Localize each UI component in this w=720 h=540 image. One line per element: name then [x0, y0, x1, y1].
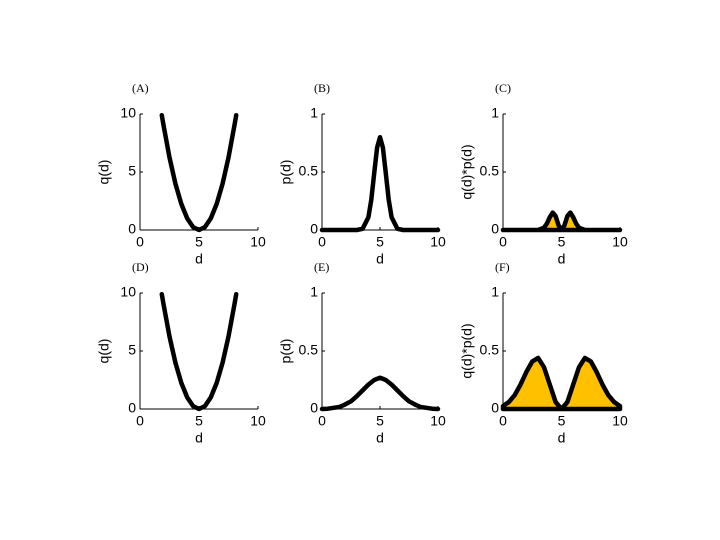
- panel-label: (E): [314, 260, 329, 274]
- y-tick-label: 1: [491, 105, 499, 121]
- curve: [319, 375, 441, 412]
- y-axis-label: q(d): [96, 339, 112, 364]
- x-tick-label: 0: [499, 234, 507, 250]
- y-tick-label: 0.5: [299, 163, 319, 179]
- y-tick-label: 1: [310, 284, 318, 300]
- x-axis-label: d: [376, 430, 384, 446]
- y-axis-label: p(d): [278, 339, 294, 364]
- x-tick-label: 0: [318, 413, 326, 429]
- x-tick-label: 10: [250, 234, 266, 250]
- y-tick-label: 0: [310, 221, 318, 237]
- x-tick-label: 5: [195, 234, 203, 250]
- x-tick-label: 5: [376, 234, 384, 250]
- y-tick-label: 0.5: [480, 342, 500, 358]
- panel-label: (B): [314, 81, 330, 95]
- x-tick-label: 0: [136, 413, 144, 429]
- y-axis-label: q(d)*p(d): [459, 144, 475, 199]
- y-tick-label: 0.5: [480, 163, 500, 179]
- curve: [159, 291, 239, 412]
- y-tick-label: 0: [491, 221, 499, 237]
- x-tick-label: 0: [499, 413, 507, 429]
- x-axis-label: d: [376, 251, 384, 267]
- y-tick-label: 0: [310, 400, 318, 416]
- filled-curve: [500, 355, 623, 412]
- panel-label: (F): [495, 260, 510, 274]
- y-axis-label: q(d): [96, 160, 112, 185]
- y-tick-label: 0: [491, 400, 499, 416]
- y-tick-label: 0.5: [299, 342, 319, 358]
- x-axis-label: d: [558, 251, 566, 267]
- x-tick-label: 10: [430, 413, 446, 429]
- y-tick-label: 1: [310, 105, 318, 121]
- panel-label: (C): [495, 81, 511, 95]
- y-axis-label: q(d)*p(d): [459, 323, 475, 378]
- x-tick-label: 0: [318, 234, 326, 250]
- y-tick-label: 1: [491, 284, 499, 300]
- x-axis-label: d: [558, 430, 566, 446]
- x-tick-label: 10: [612, 413, 628, 429]
- x-axis-label: d: [195, 251, 203, 267]
- x-tick-label: 5: [558, 234, 566, 250]
- panel-label: (D): [132, 260, 149, 274]
- y-tick-label: 10: [120, 284, 136, 300]
- curve: [159, 112, 239, 233]
- x-axis-label: d: [195, 430, 203, 446]
- x-tick-label: 0: [136, 234, 144, 250]
- x-tick-label: 5: [376, 413, 384, 429]
- x-tick-label: 10: [612, 234, 628, 250]
- y-tick-label: 5: [128, 163, 136, 179]
- filled-curve: [500, 210, 623, 233]
- x-tick-label: 10: [250, 413, 266, 429]
- y-tick-label: 0: [128, 221, 136, 237]
- curve: [319, 134, 441, 233]
- y-axis-label: p(d): [278, 160, 294, 185]
- x-tick-label: 10: [430, 234, 446, 250]
- y-tick-label: 10: [120, 105, 136, 121]
- panel-label: (A): [132, 81, 149, 95]
- x-tick-label: 5: [558, 413, 566, 429]
- y-tick-label: 5: [128, 342, 136, 358]
- y-tick-label: 0: [128, 400, 136, 416]
- x-tick-label: 5: [195, 413, 203, 429]
